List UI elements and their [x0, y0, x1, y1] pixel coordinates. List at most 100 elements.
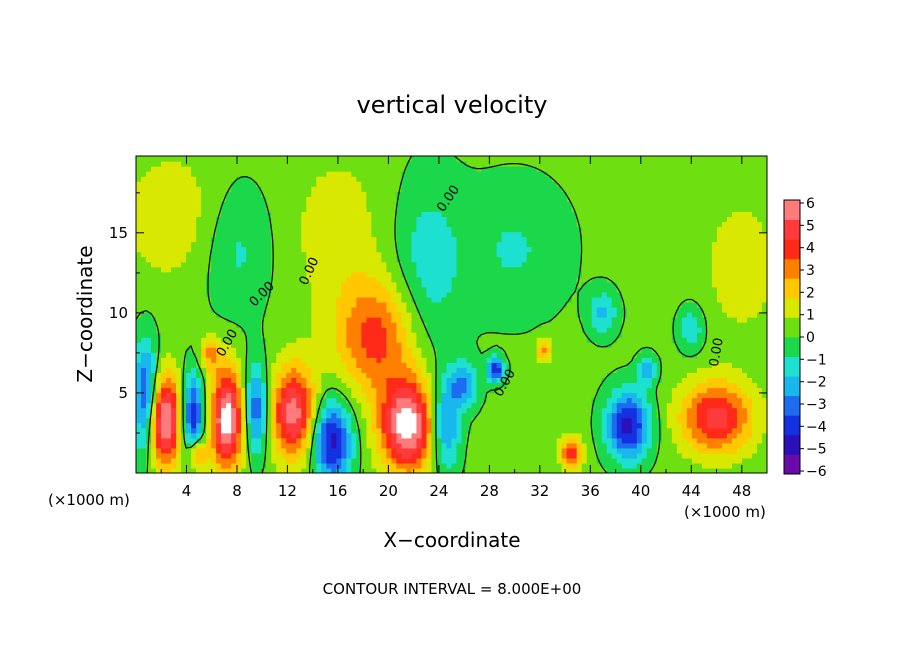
- heat-cell: [466, 412, 473, 419]
- heat-cell: [236, 412, 242, 419]
- heat-cell: [341, 467, 347, 473]
- heat-cell: [681, 357, 688, 363]
- heat-cell: [246, 332, 252, 338]
- heat-cell: [561, 392, 568, 399]
- heat-cell: [616, 402, 623, 409]
- heat-cell: [401, 367, 408, 373]
- heat-cell: [431, 427, 438, 434]
- heat-cell: [376, 372, 382, 378]
- heat-cell: [751, 296, 758, 303]
- heat-cell: [361, 367, 367, 373]
- heat-cell: [691, 311, 698, 318]
- heat-cell: [651, 402, 658, 409]
- heat-cell: [496, 467, 503, 473]
- heat-cell: [306, 311, 312, 318]
- heat-cell: [741, 332, 748, 338]
- heat-cell: [731, 362, 738, 368]
- heat-cell: [141, 427, 147, 434]
- heat-cell: [451, 317, 458, 323]
- heat-cell: [226, 387, 232, 394]
- heat-cell: [461, 352, 468, 358]
- heat-cell: [211, 322, 217, 328]
- heat-cell: [601, 291, 608, 298]
- heat-cell: [541, 387, 548, 394]
- heat-cell: [241, 462, 247, 469]
- heat-cell: [226, 362, 232, 368]
- heat-cell: [586, 442, 593, 449]
- heat-cell: [661, 452, 668, 459]
- heat-cell: [166, 276, 172, 283]
- heat-cell: [166, 311, 172, 318]
- heat-cell: [336, 281, 342, 288]
- heat-cell: [331, 296, 337, 303]
- heat-cell: [686, 427, 693, 434]
- heat-cell: [136, 457, 142, 464]
- heat-cell: [616, 327, 623, 333]
- heat-cell: [431, 342, 438, 348]
- heat-cell: [211, 362, 217, 368]
- heat-cell: [486, 291, 493, 298]
- heat-cell: [556, 291, 563, 298]
- heat-cell: [291, 432, 297, 439]
- heat-cell: [691, 457, 698, 464]
- heat-cell: [701, 427, 708, 434]
- heat-cell: [256, 342, 262, 348]
- heat-cell: [491, 432, 498, 439]
- heat-cell: [751, 402, 758, 409]
- heat-cell: [381, 467, 387, 473]
- heat-cell: [271, 422, 277, 429]
- heat-cell: [671, 452, 678, 459]
- heat-cell: [226, 276, 232, 283]
- heat-cell: [326, 372, 332, 378]
- heat-cell: [651, 306, 658, 313]
- heat-cell: [411, 357, 418, 363]
- heat-cell: [756, 462, 763, 469]
- heat-cell: [281, 377, 287, 384]
- heat-cell: [601, 367, 608, 373]
- heat-cell: [301, 387, 307, 394]
- heat-cell: [146, 311, 152, 318]
- heat-cell: [746, 352, 753, 358]
- heat-cell: [541, 367, 548, 373]
- heat-cell: [571, 402, 578, 409]
- heat-cell: [476, 367, 483, 373]
- heat-cell: [196, 442, 202, 449]
- heat-cell: [581, 432, 588, 439]
- heat-cell: [761, 352, 767, 358]
- heat-cell: [521, 352, 528, 358]
- heat-cell: [511, 347, 518, 353]
- heat-cell: [621, 301, 628, 308]
- heat-cell: [511, 377, 518, 384]
- heat-cell: [551, 306, 558, 313]
- heat-cell: [371, 367, 377, 373]
- heat-cell: [261, 367, 267, 373]
- heat-cell: [541, 311, 548, 318]
- heat-cell: [256, 447, 262, 454]
- heat-cell: [746, 407, 753, 414]
- heat-cell: [266, 367, 272, 373]
- heat-cell: [576, 342, 583, 348]
- heat-cell: [746, 337, 753, 343]
- heat-cell: [546, 286, 553, 293]
- heat-cell: [686, 367, 693, 373]
- heat-cell: [166, 422, 172, 429]
- heat-cell: [676, 392, 683, 399]
- heat-cell: [751, 301, 758, 308]
- heat-cell: [311, 442, 317, 449]
- heat-cell: [281, 387, 287, 394]
- heat-cell: [156, 281, 162, 288]
- heat-cell: [756, 337, 763, 343]
- heat-cell: [626, 327, 633, 333]
- heat-cell: [686, 327, 693, 333]
- heat-cell: [351, 392, 357, 399]
- heat-cell: [586, 427, 593, 434]
- heat-cell: [646, 347, 653, 353]
- heat-cell: [446, 377, 453, 384]
- heat-cell: [261, 447, 267, 454]
- heat-cell: [761, 362, 767, 368]
- heat-cell: [581, 452, 588, 459]
- heat-cell: [336, 452, 342, 459]
- heat-cell: [571, 397, 578, 404]
- heat-cell: [641, 281, 648, 288]
- heat-cell: [216, 427, 222, 434]
